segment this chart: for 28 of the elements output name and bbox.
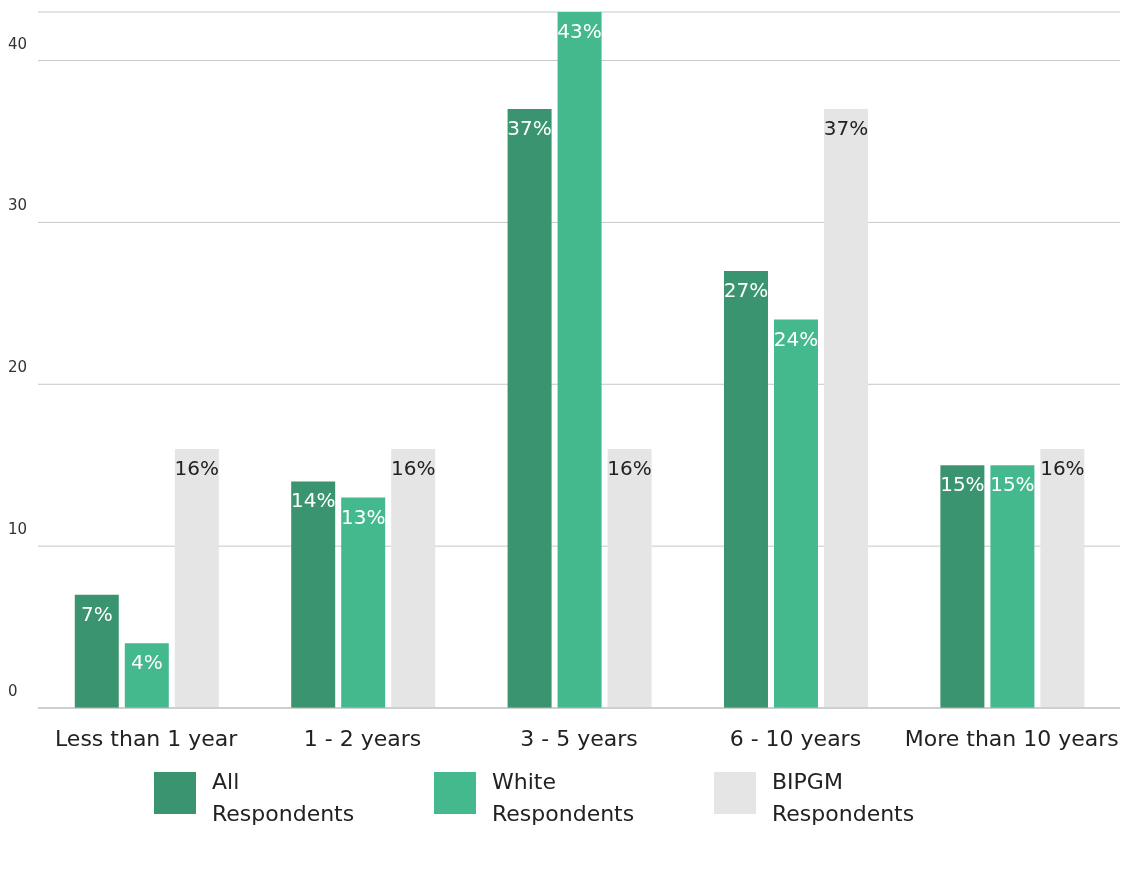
data-label: 15% [940,472,985,497]
data-label: 27% [723,277,769,302]
x-tick-label: Less than 1 year [55,725,239,751]
y-tick-label: 30 [8,196,28,215]
legend-label: White Respondents [492,768,636,828]
x-tick-label: 3 - 5 years [520,725,638,751]
y-tick-label: 0 [8,682,18,700]
data-label: 16% [1040,456,1085,481]
data-label: 4% [130,650,163,675]
data-label: 24% [773,326,819,351]
y-tick-label: 40 [8,34,28,53]
x-tick-label: 1 - 2 years [303,725,422,751]
data-label: 37% [507,116,552,141]
data-label: 7% [80,601,113,626]
legend-label: BIPGM Respondents [772,768,916,828]
data-label: 14% [290,488,336,513]
data-label: 13% [340,504,386,529]
data-label: 43% [557,19,602,43]
y-tick-label: 10 [8,520,28,539]
data-label: 37% [823,116,869,141]
data-label: 16% [174,456,220,481]
legend-label: All Respondents [212,768,356,828]
x-tick-label: More than 10 years [904,725,1119,751]
data-label: 16% [607,456,652,481]
y-tick-label: 20 [8,358,28,377]
x-tick-label: 6 - 10 years [729,725,862,751]
data-label: 16% [390,456,436,481]
data-label: 15% [990,472,1035,497]
